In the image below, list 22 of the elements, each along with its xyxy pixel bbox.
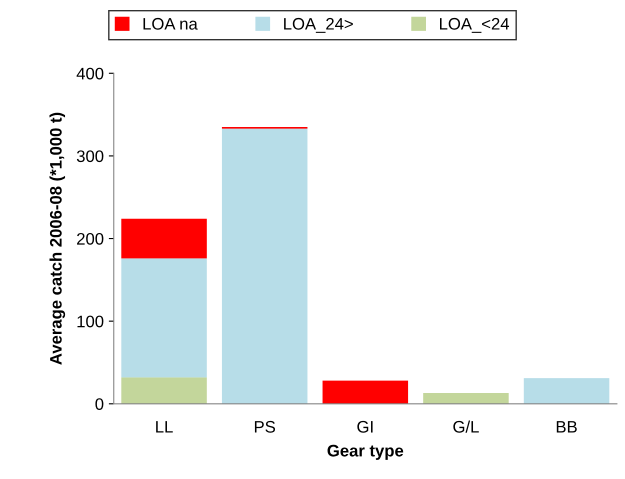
bar	[322, 380, 408, 404]
bar	[524, 378, 610, 404]
x-tick-label: G/L	[453, 420, 479, 433]
legend-label: LOA_24>	[284, 18, 353, 33]
legend-label: LOA na	[144, 18, 198, 30]
bar	[121, 218, 207, 258]
y-tick-label: 400	[76, 68, 104, 80]
bar	[423, 393, 509, 404]
x-axis-title: Gear type	[328, 444, 404, 460]
x-tick-label: BB	[556, 421, 577, 433]
y-tick-label: 200	[77, 232, 104, 245]
x-tick-label: PS	[254, 420, 276, 433]
y-tick-label: 100	[77, 316, 104, 328]
x-tick-label: LL	[156, 421, 173, 433]
y-tick-label: 0	[95, 398, 104, 410]
bar	[121, 377, 207, 404]
y-axis-title: Average catch 2006-08 (*1,000 t)	[50, 112, 66, 365]
x-tick-label: GI	[357, 420, 373, 433]
legend-label: LOA_<24	[440, 18, 510, 33]
y-tick-label: 300	[76, 150, 104, 162]
bar	[222, 128, 308, 404]
bar	[121, 258, 207, 378]
